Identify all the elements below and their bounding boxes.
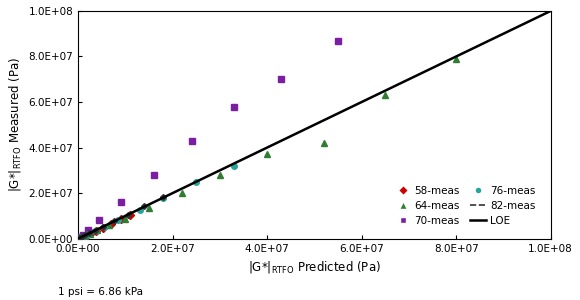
Legend: 58-meas, 64-meas, 70-meas, 76-meas, 82-meas, LOE: 58-meas, 64-meas, 70-meas, 76-meas, 82-m…: [390, 180, 541, 231]
X-axis label: |G*|$_\mathregular{RTFO}$ Predicted (Pa): |G*|$_\mathregular{RTFO}$ Predicted (Pa): [248, 259, 381, 275]
Text: 1 psi = 6.86 kPa: 1 psi = 6.86 kPa: [58, 287, 143, 297]
Y-axis label: |G*|$_\mathregular{RTFO}$ Measured (Pa): |G*|$_\mathregular{RTFO}$ Measured (Pa): [7, 57, 23, 192]
